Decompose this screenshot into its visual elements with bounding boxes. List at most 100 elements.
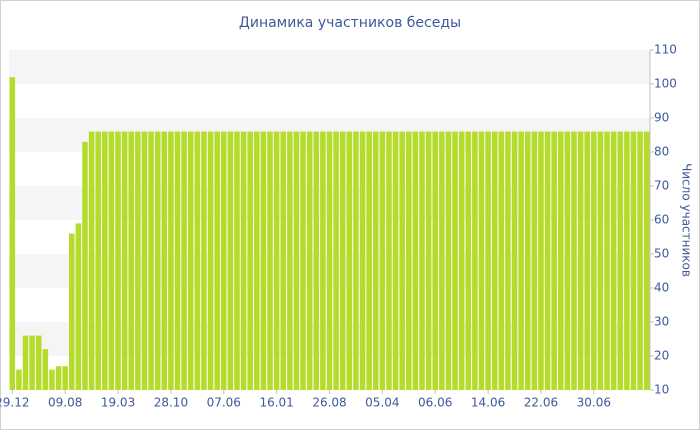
- bar: [339, 131, 346, 390]
- y-tick-label: 60: [654, 213, 669, 227]
- chart-title: Динамика участников беседы: [239, 15, 461, 31]
- bar: [62, 366, 68, 390]
- bar: [267, 131, 273, 390]
- bar: [333, 131, 339, 390]
- bar: [412, 131, 419, 390]
- bar: [9, 77, 16, 390]
- x-tick-label: 30.06: [577, 396, 611, 410]
- bar: [95, 131, 101, 390]
- y-tick-label: 20: [654, 349, 669, 363]
- x-tick-label: 14.06: [471, 396, 505, 410]
- bar: [505, 131, 511, 390]
- bar: [458, 131, 465, 390]
- bar: [617, 131, 624, 390]
- bar: [439, 131, 445, 390]
- bar: [135, 131, 141, 390]
- bar: [22, 335, 29, 390]
- bar: [247, 131, 253, 390]
- bar: [544, 131, 551, 390]
- x-tick-label: 16.01: [259, 396, 293, 410]
- x-tick-label: 06.06: [418, 396, 452, 410]
- bar: [49, 369, 55, 390]
- x-tick-label: 09.08: [48, 396, 82, 410]
- y-tick-label: 90: [654, 111, 669, 125]
- bar: [359, 131, 366, 390]
- bar: [300, 131, 306, 390]
- bar: [42, 349, 49, 390]
- bar: [624, 131, 630, 390]
- bar: [511, 131, 518, 390]
- bar: [538, 131, 544, 390]
- bar: [287, 131, 293, 390]
- y-tick-label: 110: [654, 43, 677, 57]
- x-tick-label: 26.08: [312, 396, 346, 410]
- bar: [220, 131, 227, 390]
- y-tick-label: 10: [654, 383, 669, 397]
- bar: [452, 131, 458, 390]
- bar: [16, 369, 22, 390]
- bar: [399, 131, 405, 390]
- bar: [254, 131, 260, 390]
- y-tick-label: 50: [654, 247, 669, 261]
- bar: [346, 131, 353, 390]
- bar: [102, 131, 108, 390]
- bar: [75, 223, 82, 390]
- bar: [128, 131, 135, 390]
- bar: [419, 131, 425, 390]
- bar: [187, 131, 194, 390]
- bar: [604, 131, 610, 390]
- bar: [148, 131, 154, 390]
- bar: [524, 131, 531, 390]
- bar: [326, 131, 333, 390]
- bar: [472, 131, 478, 390]
- bar: [35, 335, 42, 390]
- y-tick-label: 40: [654, 281, 669, 295]
- bar: [432, 131, 439, 390]
- bar: [69, 233, 75, 390]
- bar: [551, 131, 557, 390]
- bar: [55, 366, 62, 390]
- bar: [82, 141, 88, 390]
- bar: [597, 131, 604, 390]
- bar: [637, 131, 643, 390]
- bar: [425, 131, 432, 390]
- bar: [518, 131, 524, 390]
- bar: [273, 131, 280, 390]
- bar: [313, 131, 320, 390]
- x-tick-label: 28.10: [154, 396, 188, 410]
- bar: [181, 131, 187, 390]
- bar: [379, 131, 386, 390]
- bar: [564, 131, 571, 390]
- bar: [491, 131, 498, 390]
- bar: [207, 131, 214, 390]
- x-tick-label: 29.12: [0, 396, 29, 410]
- bar: [29, 335, 35, 390]
- bar: [498, 131, 505, 390]
- bar: [353, 131, 359, 390]
- y-tick-label: 80: [654, 145, 669, 159]
- x-tick-label: 07.06: [207, 396, 241, 410]
- bar: [108, 131, 115, 390]
- bar: [478, 131, 485, 390]
- bar: [584, 131, 590, 390]
- bar: [366, 131, 372, 390]
- bar: [610, 131, 617, 390]
- bar: [392, 131, 399, 390]
- y-tick-label: 100: [654, 77, 677, 91]
- y-axis-title: Число участников: [680, 163, 694, 277]
- y-tick-label: 30: [654, 315, 669, 329]
- bar: [406, 131, 412, 390]
- bar: [571, 131, 577, 390]
- bar: [234, 131, 240, 390]
- bar: [194, 131, 201, 390]
- bar: [531, 131, 538, 390]
- bar: [141, 131, 148, 390]
- x-tick-label: 05.04: [365, 396, 399, 410]
- bar: [306, 131, 313, 390]
- bar: [240, 131, 247, 390]
- bar: [174, 131, 181, 390]
- bar: [168, 131, 174, 390]
- bar: [558, 131, 564, 390]
- x-tick-label: 22.06: [524, 396, 558, 410]
